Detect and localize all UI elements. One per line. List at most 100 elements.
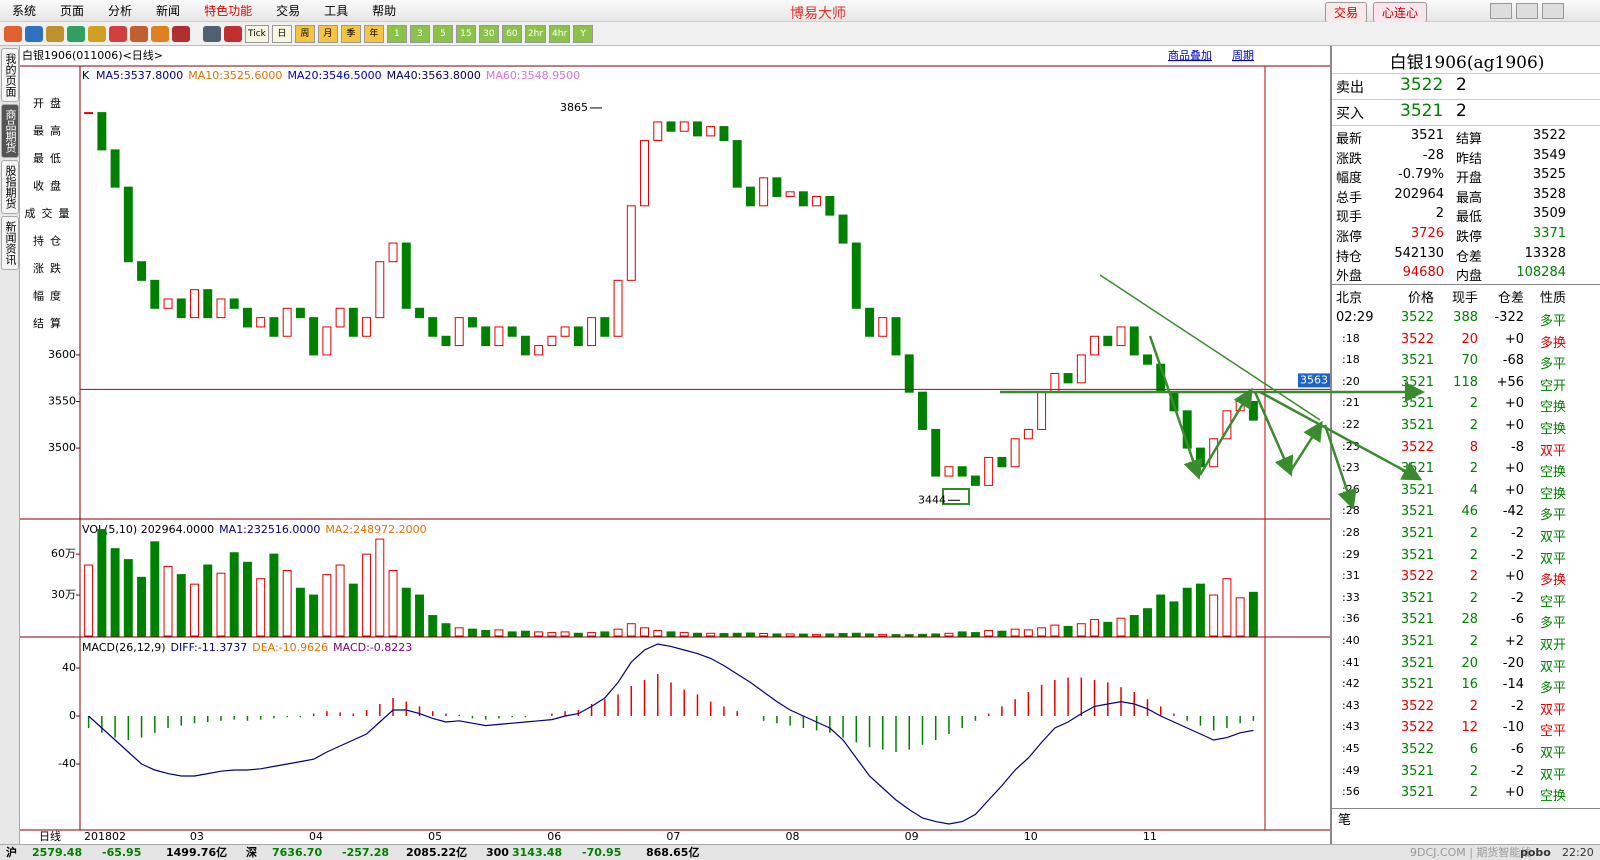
trade-cell: 2 [1469,785,1478,801]
trade-cell: 空换 [1539,400,1566,416]
x-tick-label: 03 [190,830,204,843]
menu-item[interactable]: 帮助 [372,4,397,18]
icon[interactable] [109,25,127,42]
app-title: 博易大师 [790,6,846,22]
trade-row: :18 3522 20 +0 多换 [1332,330,1600,351]
period-button[interactable]: 15 [455,24,476,43]
trade-cell: 空换 [1539,486,1566,502]
candle [1169,391,1179,412]
volume-bar [1209,594,1219,637]
trade-cell: :40 [1342,634,1360,647]
maximize[interactable] [1516,3,1538,19]
trade-cell: +0 [1504,482,1524,498]
menu-item[interactable]: 页面 [60,4,85,18]
menu-item[interactable]: 分析 [108,4,133,18]
stat-value: 94680 [1402,265,1444,281]
menu-item[interactable]: 特色功能 [204,4,253,18]
trade-cell: -42 [1502,504,1524,520]
stat-label: 最低 [1456,210,1483,226]
period-button[interactable]: 季 [340,24,361,43]
side-tab[interactable]: 新闻资讯 [1,216,19,270]
volume-bar [891,634,901,637]
volume-bar [1182,587,1192,637]
trade-cell: :56 [1342,785,1360,799]
stat-label: 涨跌 [1336,151,1363,167]
menu-item[interactable]: 新闻 [156,4,181,18]
close[interactable] [1542,3,1564,19]
period-button[interactable]: 年 [363,24,384,43]
top-button[interactable]: 交易 [1325,2,1368,23]
trade-cell: 2 [1469,418,1478,433]
top-button[interactable]: 心连心 [1373,2,1428,23]
icon[interactable] [130,25,148,42]
candle [984,456,994,486]
trade-cell: 多平 [1539,508,1566,524]
icon[interactable] [203,25,221,42]
period-button[interactable]: 4hr [549,24,571,43]
trade-cell: 3521 [1400,785,1434,801]
candle [865,307,875,337]
icon[interactable] [67,25,85,42]
trade-cell: 3521 [1400,353,1434,369]
volume-bar [1090,619,1100,637]
period-button[interactable]: 1 [386,24,407,43]
period-button[interactable]: 60 [501,24,522,43]
volume-bar [322,574,332,637]
trade-cell: 空换 [1539,422,1566,437]
candle [957,466,967,477]
side-tab[interactable]: 股指期货 [1,160,19,214]
header-link[interactable]: 周期 [1232,49,1254,62]
stat-value: 108284 [1516,265,1566,281]
period-button[interactable]: Tick [245,24,269,43]
period-button[interactable]: 30 [478,24,499,43]
minimize[interactable] [1490,3,1512,19]
period-button[interactable]: 月 [317,24,338,43]
period-button[interactable]: Y [573,24,594,43]
stat-value: 3525 [1532,167,1566,183]
ma-label: MA40:3563.8000 [387,69,481,82]
icon[interactable] [88,25,106,42]
candle [348,307,358,337]
trade-cell: 3521 [1400,482,1434,498]
candle [1116,326,1126,347]
volume-bar [1116,617,1126,637]
period-button[interactable]: 日 [271,24,292,43]
header-link[interactable]: 商品叠加 [1168,48,1212,62]
candle [441,335,451,347]
volume-bar [375,538,385,637]
candle [931,428,941,477]
period-button[interactable]: 3 [409,24,430,43]
ma-label: MA10:3525.6000 [188,69,282,82]
volume-bar [587,632,597,637]
trade-row: :33 3521 2 -2 空平 [1332,589,1600,610]
trade-cell: +0 [1504,396,1524,412]
menu-item[interactable]: 系统 [12,4,37,18]
trade-cell: 多平 [1539,314,1566,329]
trade-cell: 20 [1461,331,1478,347]
trade-row: :18 3521 70 -68 多平 [1332,351,1600,372]
icon[interactable] [25,25,43,42]
volume-bar [745,632,755,637]
period-label: 日线 [39,829,61,843]
icon[interactable] [172,25,190,42]
stat-label: 仓差 [1456,249,1483,265]
trade-cell: 空开 [1539,378,1566,394]
period-button[interactable]: 2hr [524,24,547,43]
candle [242,307,252,328]
trade-cell: 4 [1469,482,1478,498]
trade-cell: 118 [1453,374,1478,390]
period-button[interactable]: 5 [432,24,453,43]
candle [1182,410,1192,449]
side-tab[interactable]: 我的页面 [1,48,19,102]
icon[interactable] [4,25,22,42]
candle [1248,401,1258,421]
index-last: 2579.48 [32,846,83,859]
menu-item[interactable]: 工具 [324,4,349,18]
toolbar: Tick 日周月季年 1 3 5 15 30 60 2hr 4hr Y [0,22,1600,46]
menu-item[interactable]: 交易 [276,4,301,18]
period-button[interactable]: 周 [294,24,315,43]
icon[interactable] [224,25,242,42]
side-tab[interactable]: 商品期货 [1,104,19,158]
icon[interactable] [151,25,169,42]
icon[interactable] [46,25,64,42]
